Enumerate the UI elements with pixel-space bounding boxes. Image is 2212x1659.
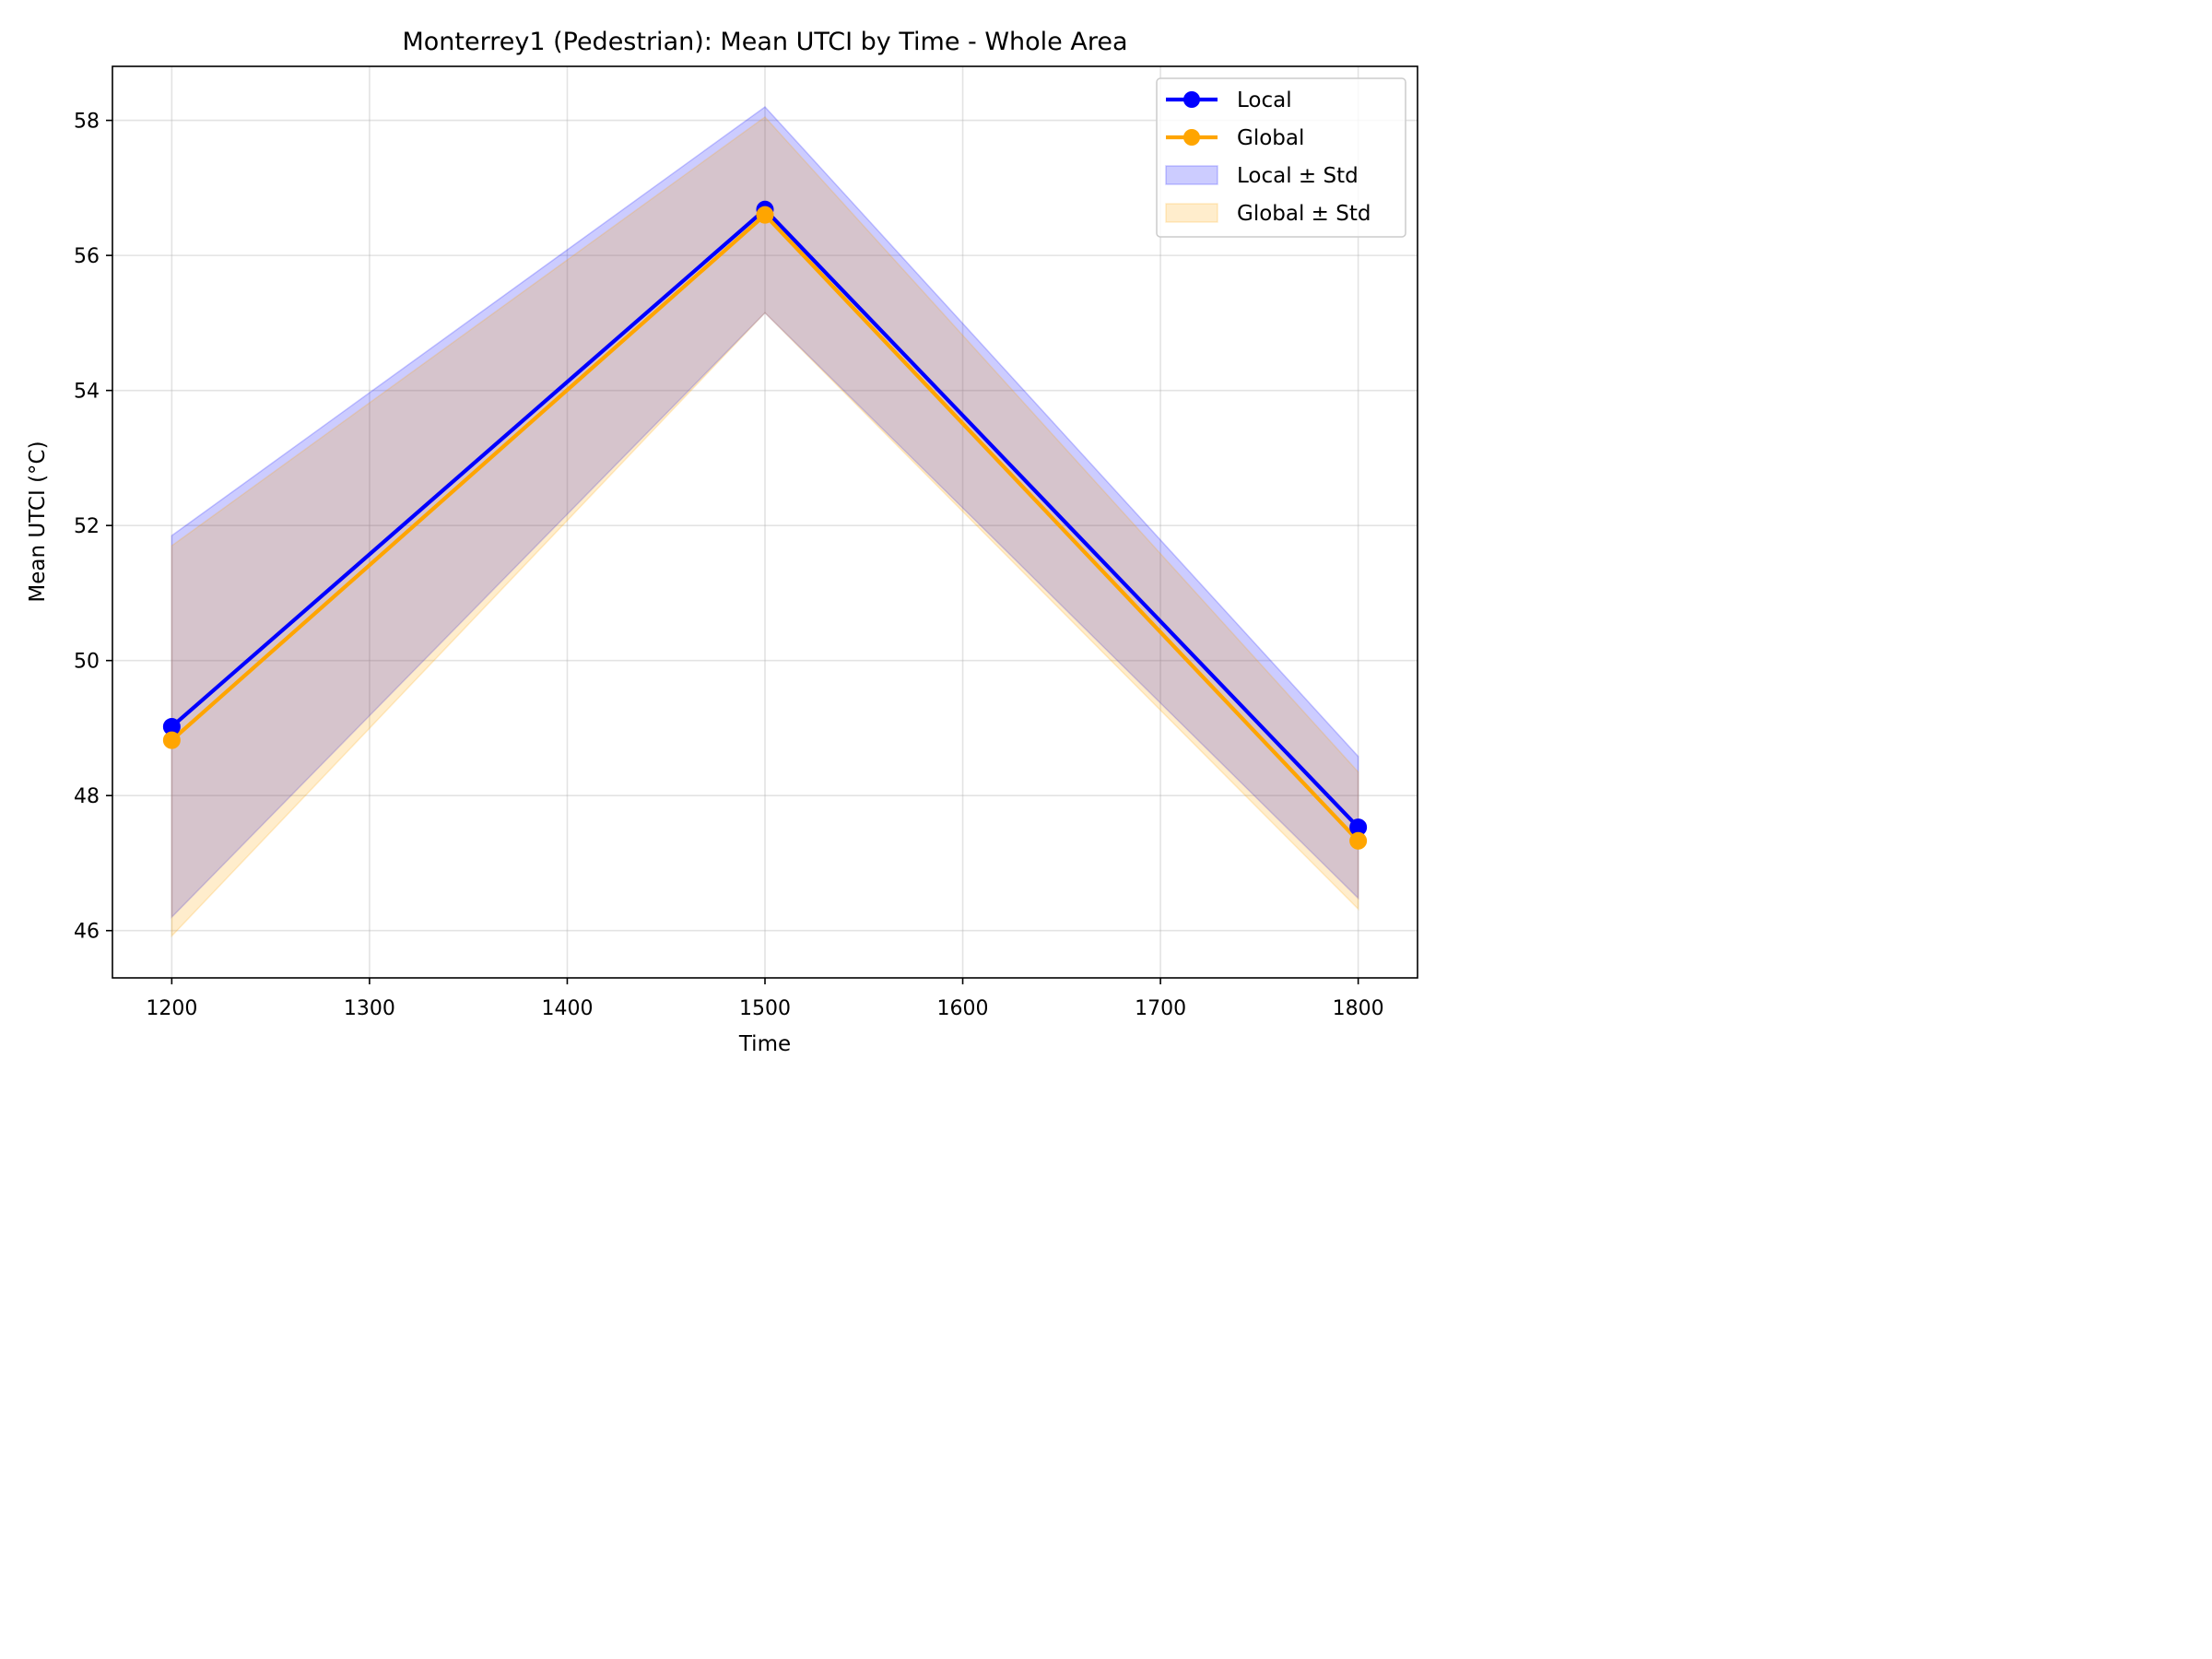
- y-tick-label: 52: [74, 515, 100, 538]
- y-tick-label: 48: [74, 785, 100, 808]
- data-point-global: [756, 206, 774, 224]
- x-tick-label: 1300: [344, 997, 395, 1020]
- y-tick-label: 54: [74, 381, 100, 404]
- x-tick-label: 1700: [1135, 997, 1186, 1020]
- y-tick-label: 58: [74, 111, 100, 134]
- legend-marker-local: [1183, 91, 1200, 108]
- chart: Monterrey1 (Pedestrian): Mean UTCI by Ti…: [0, 0, 1445, 1084]
- y-axis-ticks: 46 48 50 52 54 56 58: [74, 111, 112, 944]
- y-axis-label: Mean UTCI (°C): [26, 441, 50, 602]
- chart-title: Monterrey1 (Pedestrian): Mean UTCI by Ti…: [402, 28, 1127, 56]
- data-point-global: [1349, 831, 1368, 850]
- legend-label-local: Local: [1237, 88, 1292, 112]
- x-tick-label: 1600: [937, 997, 989, 1020]
- legend-frame: [1156, 77, 1406, 238]
- y-tick-label: 56: [74, 245, 100, 268]
- x-axis-label: Time: [738, 1032, 791, 1056]
- legend-label-global: Global: [1237, 126, 1304, 150]
- x-tick-label: 1800: [1333, 997, 1384, 1020]
- x-axis-ticks: 1200 1300 1400 1500 1600 1700 1800: [146, 978, 1384, 1020]
- data-point-global: [162, 731, 181, 749]
- legend-marker-global: [1183, 129, 1200, 146]
- y-tick-label: 46: [74, 921, 100, 944]
- std-bands: [171, 105, 1359, 938]
- series-markers: [162, 200, 1368, 850]
- x-tick-label: 1500: [739, 997, 791, 1020]
- legend-label-band: Global ± Std: [1237, 202, 1371, 226]
- x-tick-label: 1400: [541, 997, 593, 1020]
- legend-swatch-band: [1165, 165, 1218, 185]
- y-tick-label: 50: [74, 651, 100, 674]
- legend: Local Global Local ± Std Global ± Std: [1156, 77, 1406, 238]
- legend-label-band: Local ± Std: [1237, 164, 1359, 188]
- std-band-global: [171, 115, 1359, 938]
- x-tick-label: 1200: [146, 997, 197, 1020]
- std-band-local: [171, 105, 1359, 919]
- legend-swatch-band: [1165, 203, 1218, 223]
